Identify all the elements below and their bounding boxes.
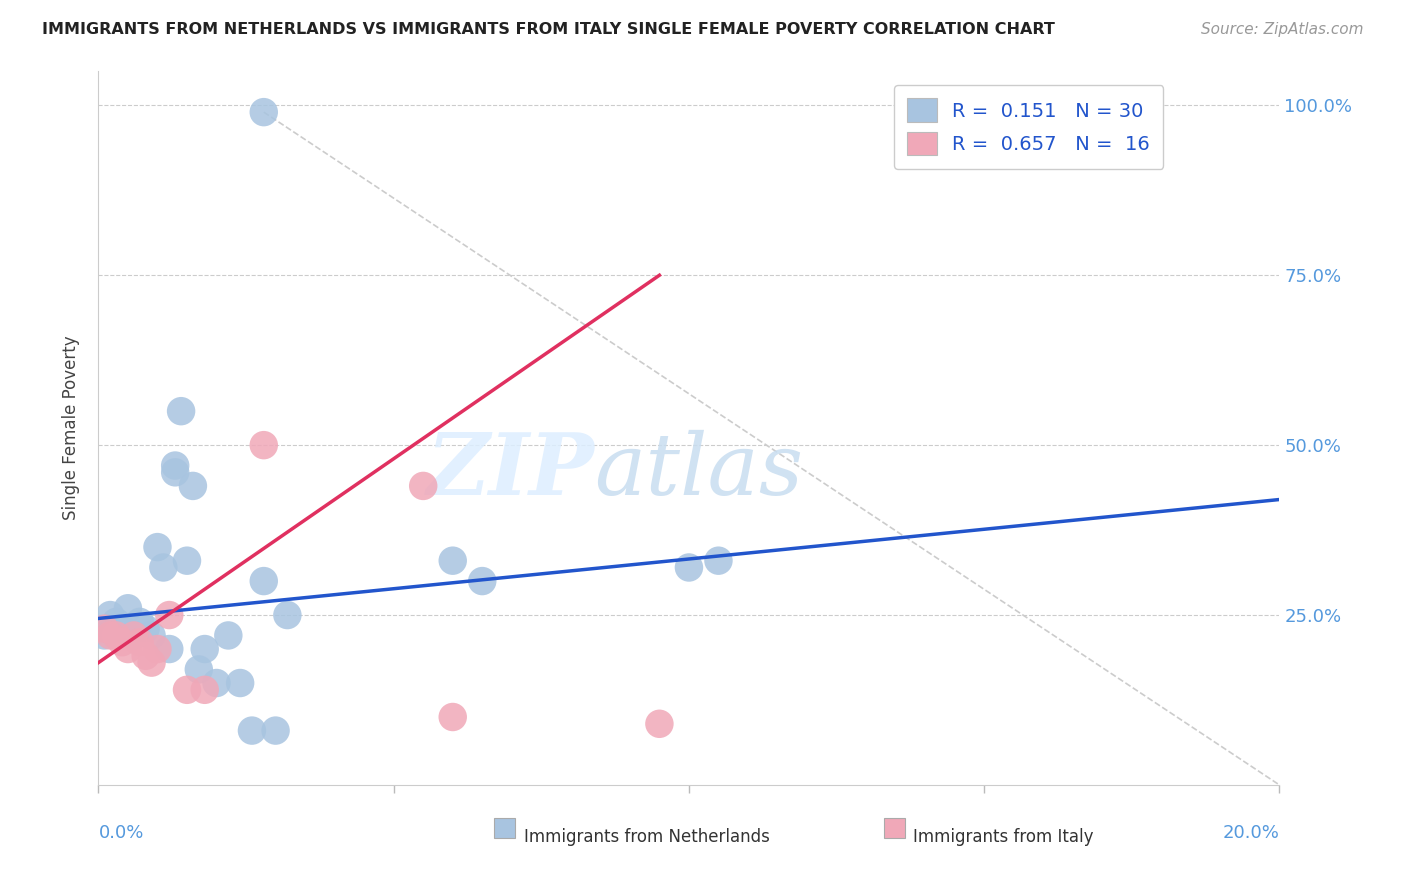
Point: [194, 682, 217, 697]
Legend: R =  0.151   N = 30, R =  0.657   N =  16: R = 0.151 N = 30, R = 0.657 N = 16: [894, 85, 1163, 169]
Point: [128, 615, 150, 629]
Point: [678, 560, 700, 574]
Point: [128, 635, 150, 649]
FancyBboxPatch shape: [884, 819, 905, 838]
Point: [93, 622, 115, 636]
Text: ZIP: ZIP: [426, 429, 595, 513]
Text: 20.0%: 20.0%: [1223, 824, 1279, 842]
Point: [157, 642, 180, 657]
FancyBboxPatch shape: [494, 819, 516, 838]
Point: [157, 608, 180, 623]
Text: atlas: atlas: [595, 430, 804, 512]
Text: IMMIGRANTS FROM NETHERLANDS VS IMMIGRANTS FROM ITALY SINGLE FEMALE POVERTY CORRE: IMMIGRANTS FROM NETHERLANDS VS IMMIGRANT…: [42, 22, 1054, 37]
Point: [176, 682, 198, 697]
Point: [187, 662, 209, 676]
Point: [412, 479, 434, 493]
Point: [240, 723, 263, 738]
Text: Immigrants from Netherlands: Immigrants from Netherlands: [523, 828, 769, 846]
Point: [105, 615, 128, 629]
Point: [253, 105, 276, 120]
Point: [229, 676, 252, 690]
Point: [98, 608, 121, 623]
Text: Immigrants from Italy: Immigrants from Italy: [914, 828, 1094, 846]
Point: [165, 458, 187, 473]
Y-axis label: Single Female Poverty: Single Female Poverty: [62, 336, 80, 520]
Point: [117, 642, 139, 657]
Point: [176, 554, 198, 568]
Point: [146, 540, 169, 554]
Point: [105, 628, 128, 642]
Point: [152, 560, 174, 574]
Point: [93, 628, 115, 642]
Point: [117, 601, 139, 615]
Point: [441, 710, 464, 724]
Text: Source: ZipAtlas.com: Source: ZipAtlas.com: [1201, 22, 1364, 37]
Point: [253, 438, 276, 452]
Point: [98, 628, 121, 642]
Point: [648, 716, 671, 731]
Point: [471, 574, 494, 588]
Point: [217, 628, 239, 642]
Point: [276, 608, 298, 623]
Point: [122, 628, 145, 642]
Point: [135, 648, 157, 663]
Point: [165, 466, 187, 480]
Point: [194, 642, 217, 657]
Point: [146, 642, 169, 657]
Point: [264, 723, 287, 738]
Point: [141, 656, 163, 670]
Point: [122, 628, 145, 642]
Point: [111, 622, 134, 636]
Point: [141, 628, 163, 642]
Point: [441, 554, 464, 568]
Text: 0.0%: 0.0%: [98, 824, 143, 842]
Point: [707, 554, 730, 568]
Point: [170, 404, 193, 418]
Point: [181, 479, 204, 493]
Point: [111, 635, 134, 649]
Point: [135, 622, 157, 636]
Point: [205, 676, 228, 690]
Point: [253, 574, 276, 588]
